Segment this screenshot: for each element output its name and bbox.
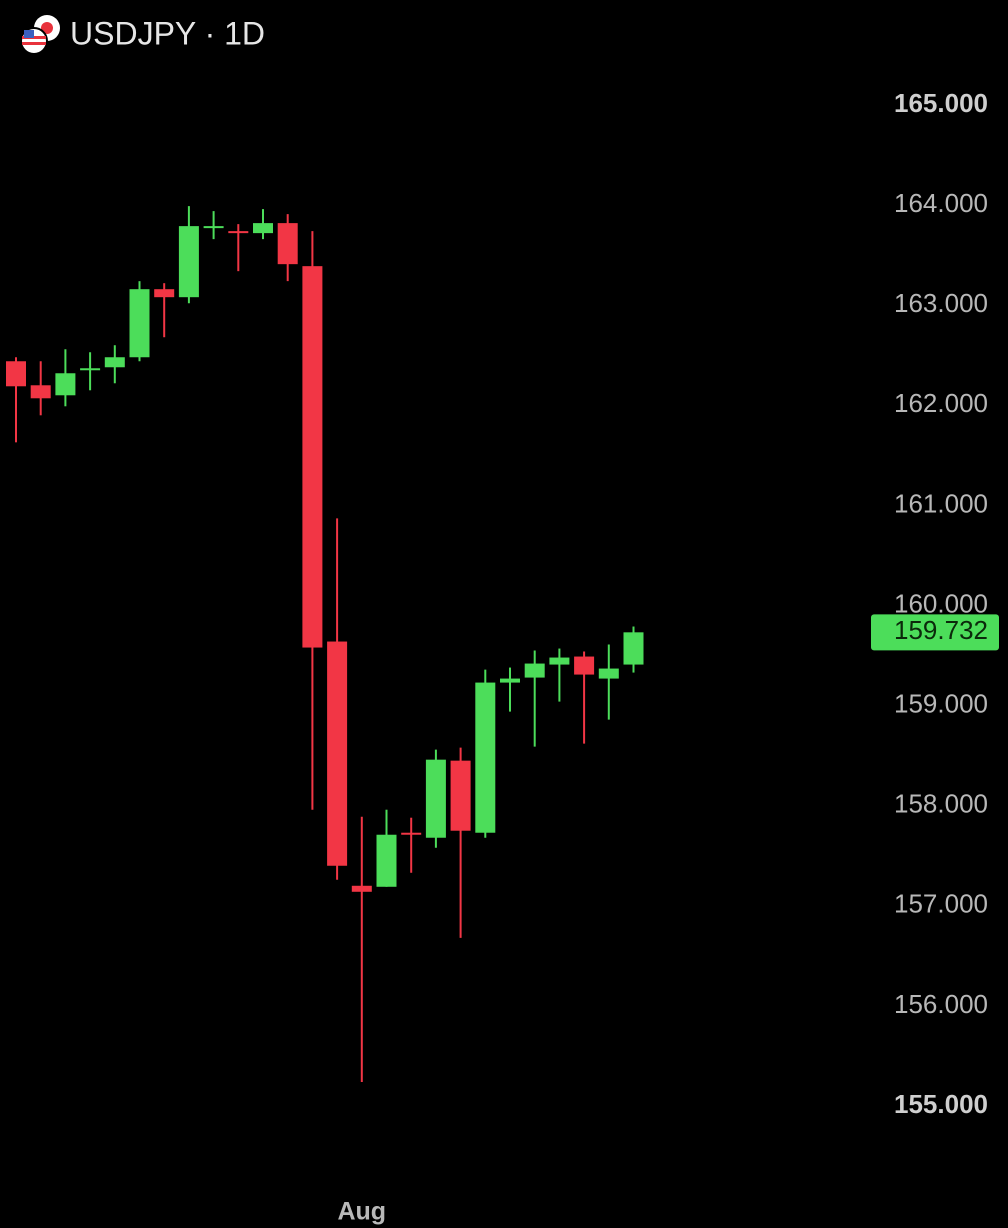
candle-body [623, 632, 644, 665]
candle-body [129, 289, 150, 358]
candle-body [401, 832, 422, 835]
y-tick-label: 164.000 [894, 188, 988, 218]
candle-body [80, 368, 101, 371]
candle-body [524, 663, 545, 678]
candle-body [253, 223, 273, 234]
candle-body [6, 361, 26, 387]
candle-body [30, 385, 51, 399]
last-price-label: 159.732 [894, 615, 988, 645]
candle-body [178, 226, 199, 298]
candle-body [475, 682, 496, 833]
candle-body [351, 885, 372, 892]
candle-body [154, 289, 175, 298]
candle-body [277, 223, 298, 265]
candle-body [228, 231, 249, 234]
y-tick-label: 165.000 [894, 88, 988, 118]
y-tick-label: 161.000 [894, 488, 988, 518]
candle-body [549, 657, 570, 665]
chart-title: USDJPY · 1D [70, 15, 265, 51]
x-tick-label: Aug [337, 1198, 386, 1226]
candle-body [104, 357, 125, 368]
candle-body [425, 759, 446, 838]
y-tick-label: 156.000 [894, 989, 988, 1019]
y-tick-label: 158.000 [894, 789, 988, 819]
symbol-icon [20, 15, 60, 55]
y-tick-label: 155.000 [894, 1089, 988, 1119]
candle-body [500, 678, 520, 683]
candle-body [302, 266, 323, 648]
y-tick-label: 162.000 [894, 388, 988, 418]
y-tick-label: 159.000 [894, 688, 988, 718]
y-tick-label: 160.000 [894, 588, 988, 618]
last-price-box [871, 614, 999, 651]
y-tick-label: 163.000 [894, 288, 988, 318]
candle-body [450, 760, 471, 831]
candle-body [327, 641, 348, 866]
candle-body [55, 373, 76, 396]
y-tick-label: 157.000 [894, 889, 988, 919]
candle-body [598, 668, 619, 679]
candle-body [376, 834, 397, 887]
candle-body [203, 226, 224, 229]
candle-body [574, 656, 595, 675]
